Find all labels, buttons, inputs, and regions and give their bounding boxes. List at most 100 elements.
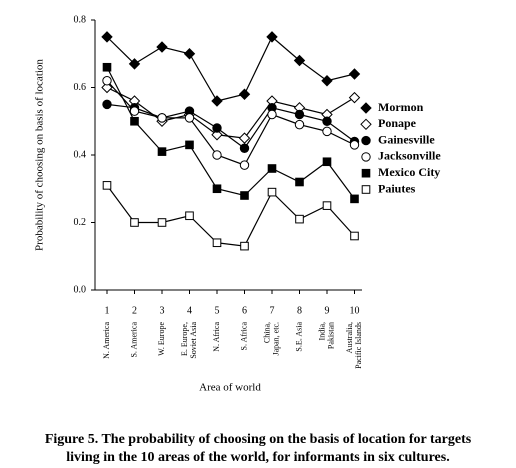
marker	[157, 147, 167, 156]
y-tick-label: 0.4	[74, 149, 87, 160]
marker	[212, 123, 222, 133]
category-label: E. Europe,	[180, 322, 189, 356]
marker	[129, 106, 140, 116]
category-label: N. America	[102, 322, 111, 359]
category-label: Pacific Islands	[354, 322, 363, 369]
legend-label: Ponape	[378, 116, 417, 130]
marker	[185, 211, 194, 221]
legend-label: Gainesville	[378, 132, 435, 146]
legend-marker	[360, 118, 372, 131]
marker	[266, 31, 278, 43]
x-tick-label: 3	[160, 305, 165, 316]
marker	[211, 129, 223, 141]
x-tick-label: 8	[297, 305, 302, 316]
marker	[240, 241, 249, 251]
marker	[322, 126, 332, 137]
marker	[295, 214, 304, 224]
marker	[267, 164, 277, 173]
marker	[183, 48, 196, 60]
category-label: S. Africa	[239, 322, 248, 351]
x-tick-label: 1	[105, 305, 110, 316]
marker	[322, 157, 332, 167]
series-line	[106, 185, 355, 247]
marker	[211, 95, 223, 107]
marker	[128, 58, 141, 70]
marker	[294, 109, 305, 120]
legend-label: Mexico City	[378, 165, 440, 179]
marker	[349, 140, 360, 150]
marker	[101, 31, 113, 43]
legend-marker	[361, 152, 371, 162]
marker	[239, 143, 250, 153]
marker	[240, 191, 249, 200]
marker	[350, 231, 359, 241]
marker	[294, 119, 305, 130]
category-label: India,	[317, 322, 326, 340]
marker	[156, 41, 168, 53]
marker	[185, 140, 194, 150]
legend-marker	[361, 135, 371, 146]
series-line	[106, 80, 355, 166]
marker	[212, 238, 222, 248]
x-axis-label: Area of world	[199, 382, 261, 394]
marker	[212, 150, 222, 160]
marker	[350, 194, 359, 204]
marker	[267, 109, 277, 120]
caption: Figure 5. The probability of choosing on…	[45, 432, 472, 447]
marker	[101, 81, 113, 94]
caption: living in the 10 areas of the world, for…	[66, 450, 449, 465]
y-tick-label: 0.0	[74, 284, 87, 295]
marker	[322, 201, 332, 210]
x-tick-label: 6	[242, 305, 247, 316]
marker	[102, 76, 112, 86]
y-axis-label: Probability of choosing on basis of loca…	[34, 59, 46, 251]
marker	[267, 187, 277, 197]
series-line	[106, 66, 355, 200]
marker	[295, 177, 304, 187]
category-label: S. America	[129, 322, 138, 358]
series-line	[106, 103, 355, 150]
marker	[348, 91, 361, 104]
marker	[238, 88, 251, 100]
x-tick-label: 9	[325, 305, 330, 316]
marker	[102, 62, 112, 72]
legend-marker	[361, 185, 371, 194]
category-label: Japan, etc.	[271, 322, 280, 356]
marker	[212, 184, 222, 194]
x-tick-label: 2	[132, 305, 137, 316]
legend-label: Mormon	[378, 100, 424, 114]
category-label: Soviet Asia	[189, 322, 198, 359]
series-line	[106, 86, 355, 139]
marker	[321, 75, 333, 87]
marker	[102, 181, 112, 190]
marker	[348, 68, 361, 80]
marker	[239, 160, 250, 170]
legend-marker	[360, 102, 372, 114]
x-tick-label: 7	[270, 305, 275, 316]
y-tick-label: 0.6	[74, 82, 87, 93]
legend-label: Jacksonville	[378, 149, 441, 163]
category-label: China,	[262, 322, 271, 343]
y-tick-label: 0.2	[74, 217, 87, 228]
x-tick-label: 4	[187, 305, 192, 316]
marker	[130, 218, 139, 227]
x-tick-label: 5	[215, 305, 220, 316]
series-line	[106, 35, 355, 102]
marker	[157, 113, 167, 123]
category-label: Pakistan	[326, 322, 335, 349]
y-tick-label: 0.8	[74, 14, 87, 25]
category-label: W. Europe	[157, 322, 166, 356]
marker	[157, 218, 167, 227]
legend-marker	[361, 168, 371, 178]
marker	[102, 99, 112, 110]
legend-label: Paiutes	[378, 181, 416, 195]
category-label: S.E. Asia	[294, 322, 303, 352]
x-tick-label: 10	[350, 305, 360, 316]
category-label: N. Africa	[212, 322, 221, 352]
marker	[184, 113, 195, 123]
category-label: Australia,	[345, 322, 354, 353]
marker	[130, 116, 139, 126]
marker	[293, 54, 306, 67]
